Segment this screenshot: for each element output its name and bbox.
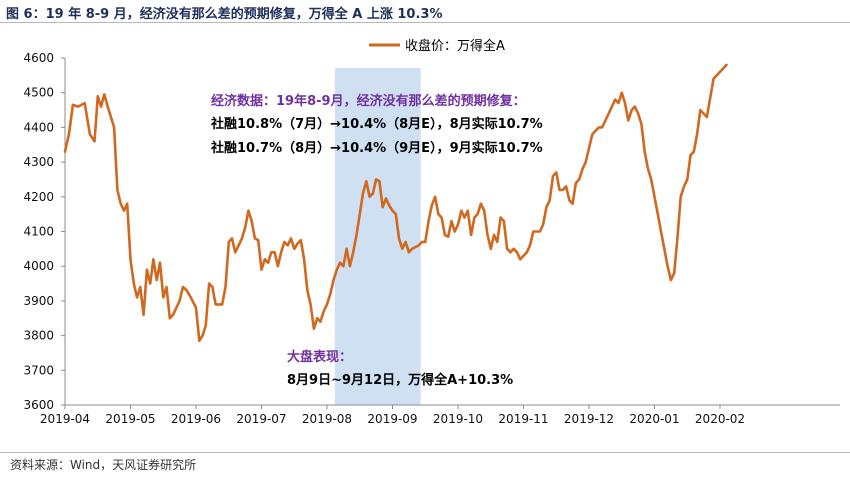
series-line-wind-all-a: [63, 63, 728, 343]
highlight-layer: [334, 68, 421, 405]
x-tick-label: 2020-01: [629, 412, 679, 426]
x-tick-label: 2019-12: [564, 412, 614, 426]
y-tick-label: 3600: [23, 398, 54, 412]
axis-layer: 3600 3700 3800 3900 4000 4100 4200 4300 4400 4500…: [23, 51, 840, 426]
y-tick-label: 3900: [23, 294, 54, 308]
legend: 收盘价：万得全A: [369, 38, 505, 54]
series-layer: [63, 63, 728, 343]
x-tick-label: 2019-08: [302, 412, 352, 426]
y-tick-label: 4600: [23, 51, 54, 65]
y-tick-label: 4400: [23, 120, 54, 134]
x-tick-label: 2019-04: [40, 412, 90, 426]
macro-annotation: 经济数据：19年8-9月，经济没有那么差的预期修复： 社融10.8%（7月）→1…: [210, 93, 543, 156]
market-annotation-head: 大盘表现：: [287, 349, 352, 365]
x-tick-label: 2020-02: [695, 412, 745, 426]
title-divider: [0, 22, 850, 23]
x-tick-label: 2019-05: [105, 412, 155, 426]
source-note: 资料来源：Wind，天风证券研究所: [10, 458, 197, 472]
y-tick-label: 4300: [23, 155, 54, 169]
market-annotation: 大盘表现： 8月9日~9月12日，万得全A+10.3%: [287, 349, 513, 388]
x-tick-label: 2019-07: [236, 412, 286, 426]
x-tick-label: 2019-06: [171, 412, 221, 426]
y-tick-label: 4500: [23, 86, 54, 100]
y-tick-label: 3800: [23, 329, 54, 343]
figure-title: 图 6：19 年 8-9 月，经济没有那么差的预期修复，万得全 A 上涨 10.…: [6, 7, 443, 22]
market-annotation-line: 8月9日~9月12日，万得全A+10.3%: [287, 372, 513, 388]
y-tick-label: 3700: [23, 363, 54, 377]
legend-label: 收盘价：万得全A: [405, 38, 505, 54]
y-tick-label: 4000: [23, 259, 54, 273]
highlight-band: [334, 68, 421, 405]
y-tick-label: 4100: [23, 225, 54, 239]
macro-annotation-line-1: 社融10.8%（7月）→10.4%（8月E），8月实际10.7%: [210, 116, 543, 132]
macro-annotation-line-2: 社融10.7%（8月）→10.4%（9月E），9月实际10.7%: [210, 140, 543, 156]
macro-annotation-head: 经济数据：19年8-9月，经济没有那么差的预期修复：: [211, 93, 526, 109]
x-tick-label: 2019-09: [367, 412, 417, 426]
x-tick-label: 2019-10: [433, 412, 483, 426]
x-tick-label: 2019-11: [498, 412, 548, 426]
source-divider: [0, 452, 850, 453]
y-tick-label: 4200: [23, 190, 54, 204]
